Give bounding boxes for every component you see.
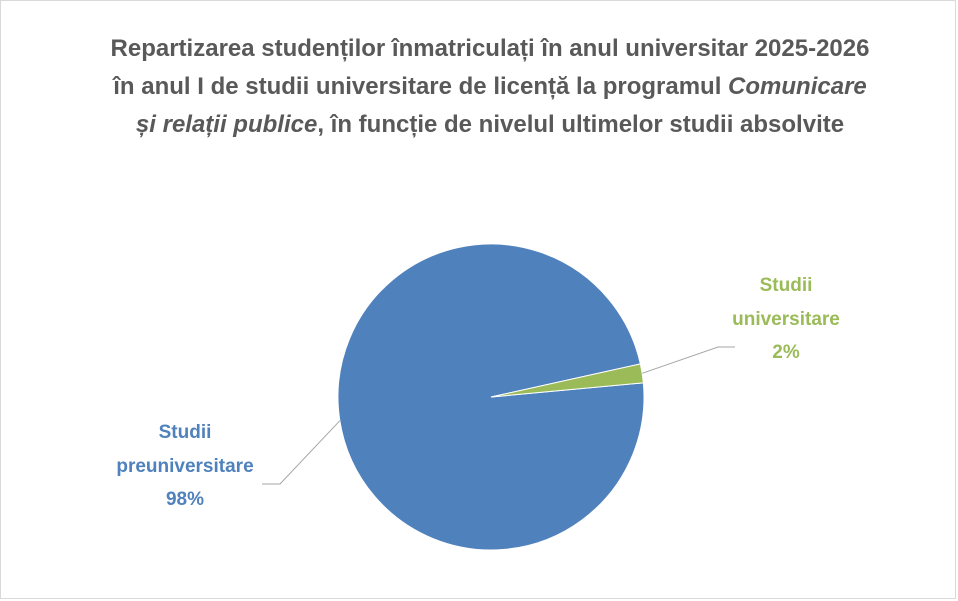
value-label: 2% xyxy=(772,342,800,363)
label-word: Studii xyxy=(760,275,813,296)
chart-title: Repartizarea studenților înmatriculați î… xyxy=(100,30,880,144)
category-label: Studii preuniversitare xyxy=(116,422,253,477)
category-label: Studii universitare xyxy=(732,275,840,330)
pie-slice xyxy=(490,363,644,398)
title-part: Comunicare și relații publice xyxy=(135,73,867,138)
leader-line xyxy=(262,420,341,485)
label-word: preuniversitare xyxy=(116,456,253,477)
data-label: Studii preuniversitare 98% xyxy=(116,422,253,510)
data-label: Studii universitare 2% xyxy=(732,275,840,363)
label-word: Studii xyxy=(159,422,212,443)
title-part: Repartizarea studenților înmatriculați î… xyxy=(110,35,870,100)
value-label: 98% xyxy=(166,489,204,510)
label-word: universitare xyxy=(732,309,840,330)
title-part: , în funcție de nivelul ultimelor studii… xyxy=(317,111,845,138)
leader-line xyxy=(641,346,735,374)
